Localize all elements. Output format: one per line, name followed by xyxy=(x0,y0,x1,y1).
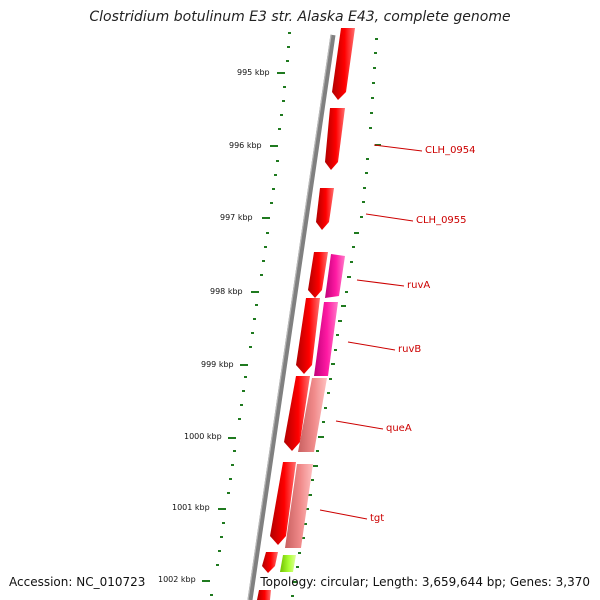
gene-label: queA xyxy=(386,423,412,434)
tick-996 xyxy=(270,145,278,147)
tick-1002 xyxy=(202,580,210,582)
accession-text: Accession: NC_010723 xyxy=(9,575,146,589)
gene-arrow xyxy=(296,298,320,374)
cog-block-salmon xyxy=(298,378,327,452)
gene-label: ruvA xyxy=(407,280,430,291)
cog-block-magenta xyxy=(314,302,338,376)
gene-arrow xyxy=(325,108,345,170)
tick-label: 1000 kbp xyxy=(184,432,222,441)
tick-999 xyxy=(240,364,248,366)
tick-label: 995 kbp xyxy=(237,68,270,77)
tick-label: 998 kbp xyxy=(210,287,243,296)
gene-arrow xyxy=(257,590,271,600)
gene-arrow xyxy=(316,188,334,230)
leader-line xyxy=(335,420,384,430)
genome-backbone xyxy=(247,34,336,600)
gene-arrow xyxy=(308,252,328,298)
gene-label: ruvB xyxy=(398,344,421,355)
genome-summary-text: Topology: circular; Length: 3,659,644 bp… xyxy=(260,575,590,589)
genome-backbone-highlight xyxy=(247,34,332,600)
leader-line xyxy=(356,279,405,287)
gene-label: tgt xyxy=(370,513,384,524)
gene-arrow xyxy=(262,552,278,573)
tick-1001 xyxy=(218,508,226,510)
tick-998 xyxy=(251,291,259,293)
gene-label: CLH_0955 xyxy=(416,215,467,226)
leader-line xyxy=(373,144,423,152)
gc-skew-track-inner xyxy=(210,32,291,596)
cog-block-green xyxy=(280,555,296,572)
gene-labels: CLH_0954 CLH_0955 ruvA ruvB queA tgt xyxy=(370,145,476,524)
gene-label-leaders xyxy=(319,144,423,520)
gene-label: CLH_0954 xyxy=(425,145,476,156)
map-title: Clostridium botulinum E3 str. Alaska E43… xyxy=(89,9,511,25)
tick-label: 999 kbp xyxy=(201,360,234,369)
gene-track-forward xyxy=(257,28,355,600)
tick-label: 1001 kbp xyxy=(172,503,210,512)
cog-track xyxy=(280,254,345,572)
tick-label: 996 kbp xyxy=(229,141,262,150)
tick-marks xyxy=(202,72,285,582)
gene-arrow xyxy=(332,28,355,100)
gene-arrow xyxy=(270,462,296,545)
tick-labels: 995 kbp 996 kbp 997 kbp 998 kbp 999 kbp … xyxy=(158,68,270,584)
leader-line xyxy=(347,341,396,351)
cog-block-magenta xyxy=(325,254,345,298)
tick-997 xyxy=(262,217,270,219)
cog-block-salmon xyxy=(285,464,313,548)
gene-arrow xyxy=(284,376,310,451)
leader-line xyxy=(319,509,368,520)
tick-1000 xyxy=(228,437,236,439)
leader-line xyxy=(365,213,414,222)
tick-995 xyxy=(277,72,285,74)
tick-label: 1002 kbp xyxy=(158,575,196,584)
tick-label: 997 kbp xyxy=(220,213,253,222)
